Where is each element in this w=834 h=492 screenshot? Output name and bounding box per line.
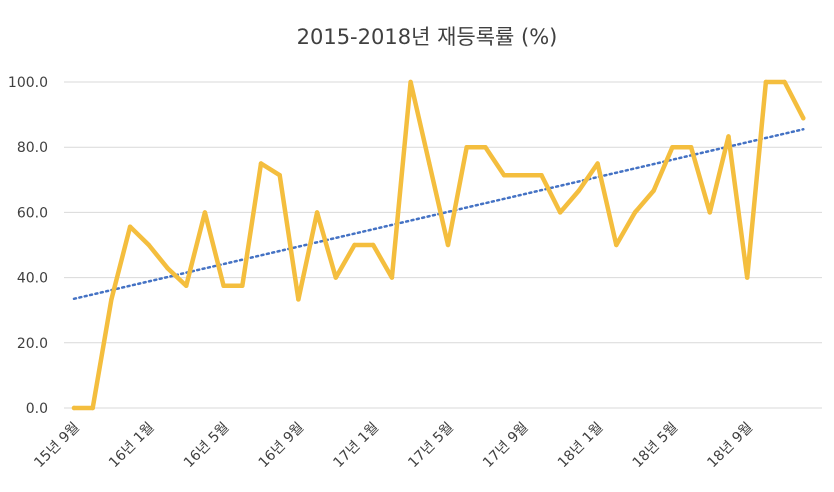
data-point xyxy=(221,283,226,288)
data-point xyxy=(801,115,806,121)
data-point xyxy=(558,210,563,215)
data-point xyxy=(408,79,413,85)
x-tick-label: 17년 1월 xyxy=(330,420,382,472)
data-point xyxy=(277,173,282,178)
data-point xyxy=(202,210,208,215)
data-point xyxy=(688,145,694,150)
data-point xyxy=(333,275,338,280)
y-axis-tick-labels: 0.0 20.0 40.0 60.0 80.0 100.0 xyxy=(8,75,48,417)
x-tick-label: 17년 9월 xyxy=(480,420,532,472)
y-tick-label: 100.0 xyxy=(8,75,48,91)
x-tick-label: 18년 5월 xyxy=(630,420,682,472)
data-point xyxy=(614,242,619,248)
data-point xyxy=(501,173,507,178)
y-tick-label: 60.0 xyxy=(17,205,48,221)
data-point xyxy=(670,145,675,150)
data-point xyxy=(184,283,189,288)
gridlines xyxy=(64,81,822,409)
data-point xyxy=(726,134,731,139)
y-tick-label: 0.0 xyxy=(26,401,48,417)
data-point xyxy=(389,275,395,280)
series-lines xyxy=(71,79,806,411)
chart-title: 2015-2018년 재등록률 (%) xyxy=(297,25,558,49)
data-point xyxy=(296,297,301,302)
data-point xyxy=(352,242,357,248)
data-point xyxy=(763,79,769,85)
data-point xyxy=(258,161,264,166)
x-tick-label: 18년 1월 xyxy=(555,420,607,472)
data-point xyxy=(127,224,133,229)
data-point xyxy=(90,405,95,411)
data-point xyxy=(371,242,376,248)
data-point xyxy=(445,242,451,248)
x-tick-label: 16년 1월 xyxy=(106,420,158,472)
data-point xyxy=(520,173,525,178)
data-point xyxy=(109,297,114,302)
data-point xyxy=(146,242,151,248)
data-point xyxy=(427,161,432,166)
y-tick-label: 40.0 xyxy=(17,271,48,287)
x-tick-label: 16년 9월 xyxy=(256,420,308,472)
y-tick-label: 80.0 xyxy=(17,140,48,156)
series-line xyxy=(71,79,806,411)
data-point xyxy=(707,210,712,215)
data-point xyxy=(71,405,77,411)
data-point xyxy=(576,188,582,193)
data-point xyxy=(782,79,787,85)
x-tick-label: 18년 9월 xyxy=(704,420,756,472)
data-point xyxy=(483,145,488,150)
data-point xyxy=(240,283,245,288)
data-point xyxy=(314,210,320,215)
data-point xyxy=(745,275,750,280)
x-tick-label: 17년 5월 xyxy=(405,420,457,472)
y-tick-label: 20.0 xyxy=(17,336,48,352)
data-point xyxy=(464,145,469,150)
x-tick-label: 15년 9월 xyxy=(31,420,83,472)
data-point xyxy=(539,173,544,178)
data-point xyxy=(651,188,656,193)
x-axis-tick-labels: 15년 9월 16년 1월 16년 5월 16년 9월 17년 1월 17년 5월 17년 … xyxy=(31,420,756,472)
data-point xyxy=(595,161,600,166)
x-tick-label: 16년 5월 xyxy=(181,420,233,472)
data-point xyxy=(632,210,638,215)
data-point xyxy=(165,265,170,271)
